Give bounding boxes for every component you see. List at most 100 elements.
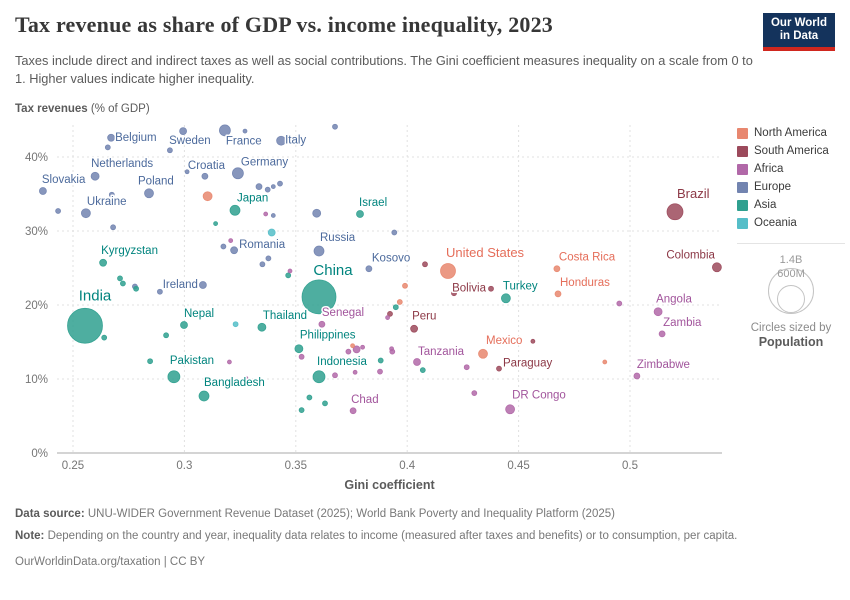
data-point-sa-unlabeled[interactable] — [387, 311, 393, 317]
data-point-as-unlabeled[interactable] — [133, 285, 139, 292]
data-point-sa-unlabeled[interactable] — [422, 261, 428, 268]
data-point-sa-unlabeled[interactable] — [451, 290, 457, 297]
data-point-na-unlabeled[interactable] — [396, 299, 403, 305]
data-point-af-unlabeled[interactable] — [257, 378, 263, 384]
data-point-eu-unlabeled[interactable] — [242, 128, 248, 134]
data-point-romania[interactable] — [230, 246, 238, 255]
data-point-eu-unlabeled[interactable] — [104, 144, 111, 151]
data-point-af-unlabeled[interactable] — [385, 315, 390, 320]
data-point-na-unlabeled[interactable] — [602, 359, 608, 365]
data-point-af-unlabeled[interactable] — [298, 353, 305, 360]
data-point-as-unlabeled[interactable] — [377, 357, 384, 364]
data-point-turkey[interactable] — [501, 293, 511, 304]
legend-item-africa[interactable]: Africa — [737, 163, 849, 175]
data-point-kyrgyzstan[interactable] — [99, 258, 107, 267]
data-point-eu-unlabeled[interactable] — [264, 186, 271, 193]
data-point-af-unlabeled[interactable] — [243, 375, 249, 381]
data-point-as-unlabeled[interactable] — [306, 394, 313, 401]
data-point-eu-unlabeled[interactable] — [270, 184, 276, 189]
data-point-senegal[interactable] — [318, 320, 326, 328]
data-point-united-states[interactable] — [440, 263, 456, 279]
data-point-eu-unlabeled[interactable] — [277, 180, 283, 187]
data-point-oc-unlabeled[interactable] — [232, 321, 239, 328]
data-point-slovakia[interactable] — [39, 187, 47, 195]
data-point-chad[interactable] — [349, 407, 357, 415]
data-point-as-unlabeled[interactable] — [298, 407, 305, 413]
data-point-poland[interactable] — [144, 188, 154, 199]
data-point-eu-unlabeled[interactable] — [167, 147, 173, 154]
data-point-eu-unlabeled[interactable] — [312, 208, 322, 218]
data-point-eu-unlabeled[interactable] — [255, 183, 263, 190]
data-point-angola[interactable] — [653, 307, 663, 317]
legend-item-asia[interactable]: Asia — [737, 199, 849, 211]
data-point-eu-unlabeled[interactable] — [270, 213, 276, 218]
data-point-kosovo[interactable] — [365, 265, 373, 273]
data-point-eu-unlabeled[interactable] — [108, 191, 115, 198]
data-point-china[interactable] — [301, 279, 337, 315]
data-point-as-unlabeled[interactable] — [163, 332, 169, 339]
legend-item-north-america[interactable]: North America — [737, 127, 849, 139]
data-point-brazil[interactable] — [666, 203, 684, 221]
data-point-na-unlabeled[interactable] — [202, 191, 213, 202]
data-point-croatia[interactable] — [201, 172, 209, 180]
data-point-af-unlabeled[interactable] — [389, 346, 394, 352]
data-point-af-unlabeled[interactable] — [471, 390, 478, 396]
data-point-na-unlabeled[interactable] — [402, 282, 408, 289]
data-point-thailand[interactable] — [257, 322, 267, 332]
data-point-as-unlabeled[interactable] — [392, 304, 399, 311]
data-point-eu-unlabeled[interactable] — [110, 224, 116, 231]
data-point-eu-unlabeled[interactable] — [391, 229, 398, 236]
data-point-japan[interactable] — [229, 204, 241, 216]
data-point-belgium[interactable] — [107, 133, 115, 142]
data-point-pakistan[interactable] — [167, 370, 181, 384]
data-point-eu-unlabeled[interactable] — [184, 169, 190, 175]
data-point-russia[interactable] — [313, 245, 325, 257]
data-point-zambia[interactable] — [658, 330, 666, 338]
data-point-af-unlabeled[interactable] — [345, 348, 352, 355]
data-point-as-unlabeled[interactable] — [285, 272, 292, 279]
data-point-af-unlabeled[interactable] — [463, 364, 470, 371]
legend-item-south-america[interactable]: South America — [737, 145, 849, 157]
data-point-colombia[interactable] — [712, 262, 722, 273]
legend-item-europe[interactable]: Europe — [737, 181, 849, 193]
data-point-philippines[interactable] — [294, 344, 304, 354]
owid-logo[interactable]: Our World in Data — [763, 13, 835, 51]
data-point-as-unlabeled[interactable] — [213, 221, 218, 226]
data-point-as-unlabeled[interactable] — [419, 367, 426, 373]
data-point-tanzania[interactable] — [413, 358, 421, 366]
data-point-af-unlabeled[interactable] — [287, 268, 293, 274]
data-point-oc-unlabeled[interactable] — [267, 228, 276, 237]
data-point-italy[interactable] — [276, 135, 286, 146]
data-point-as-unlabeled[interactable] — [120, 280, 126, 287]
citation-line[interactable]: OurWorldinData.org/taxation | CC BY — [15, 555, 206, 568]
data-point-mexico[interactable] — [478, 348, 488, 359]
data-point-peru[interactable] — [410, 324, 418, 333]
data-point-eu-unlabeled[interactable] — [55, 208, 61, 214]
data-point-as-unlabeled[interactable] — [101, 334, 108, 341]
data-point-sweden[interactable] — [179, 127, 187, 135]
data-point-af-unlabeled[interactable] — [263, 211, 269, 217]
data-point-as-unlabeled[interactable] — [147, 358, 153, 365]
data-point-af-unlabeled[interactable] — [227, 359, 232, 365]
data-point-af-unlabeled[interactable] — [360, 344, 365, 350]
data-point-bolivia[interactable] — [488, 285, 494, 292]
data-point-eu-unlabeled[interactable] — [259, 261, 266, 268]
data-point-ireland[interactable] — [199, 281, 207, 289]
data-point-costa-rica[interactable] — [553, 265, 561, 273]
data-point-honduras[interactable] — [554, 290, 562, 298]
data-point-indonesia[interactable] — [312, 370, 326, 384]
data-point-na-unlabeled[interactable] — [350, 343, 355, 349]
data-point-bangladesh[interactable] — [198, 390, 210, 402]
data-point-as-unlabeled[interactable] — [117, 275, 123, 282]
data-point-paraguay[interactable] — [496, 365, 502, 372]
data-point-af-unlabeled[interactable] — [352, 369, 358, 375]
data-point-india[interactable] — [67, 307, 103, 344]
data-point-as-unlabeled[interactable] — [322, 400, 328, 407]
data-point-france[interactable] — [219, 124, 231, 137]
data-point-nepal[interactable] — [180, 321, 188, 329]
data-point-zimbabwe[interactable] — [633, 372, 641, 380]
data-point-germany[interactable] — [232, 167, 244, 180]
data-point-af-unlabeled[interactable] — [332, 372, 338, 379]
data-point-af-unlabeled[interactable] — [616, 300, 623, 307]
data-point-af-unlabeled[interactable] — [352, 345, 361, 354]
